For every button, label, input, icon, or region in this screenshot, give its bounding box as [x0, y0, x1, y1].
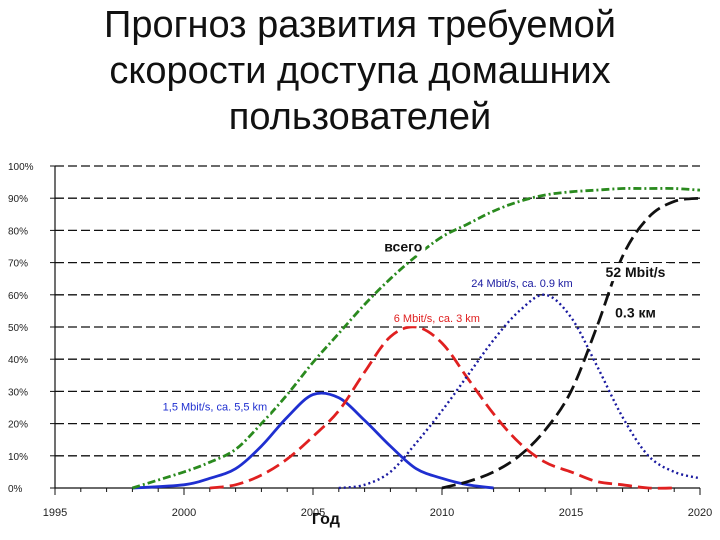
series-52-mbit: [441, 196, 701, 490]
y-tick-label: 60%: [8, 291, 28, 302]
label-1-5-mbit: 1,5 Mbit/s, ca. 5,5 km: [163, 402, 268, 414]
y-tick-label: 80%: [8, 226, 28, 237]
annotation-background: [159, 400, 271, 415]
y-tick-label: 30%: [8, 387, 28, 398]
title-line-2: скорости доступа домашних: [109, 50, 611, 92]
annotations: 1,5 Mbit/s, ca. 5,5 km 6 Mbit/s, ca. 3 km…: [159, 237, 669, 415]
label-52-mbit: 52 Mbit/s: [606, 264, 666, 280]
label-24-mbit: 24 Mbit/s, ca. 0.9 km: [471, 278, 572, 290]
series-total: [131, 187, 701, 490]
annotation-background: [468, 276, 576, 291]
title-line-3: пользователей: [228, 96, 492, 138]
title-line-1: Прогноз развития требуемой: [104, 4, 616, 46]
x-tick-label: 2010: [430, 507, 454, 519]
x-axis-label: Год: [312, 511, 340, 528]
grid-lines: [55, 165, 700, 457]
y-tick-label: 40%: [8, 355, 28, 366]
label-0-3-km: 0.3 км: [615, 304, 656, 320]
series-24-mbit: [338, 293, 701, 490]
x-tick-label: 2015: [559, 507, 583, 519]
label-6-mbit: 6 Mbit/s, ca. 3 km: [394, 313, 480, 325]
y-tick-label: 90%: [8, 194, 28, 205]
label-total: всего: [384, 238, 422, 254]
annotation-background: [381, 237, 426, 256]
series-lines: [131, 187, 701, 490]
y-tick-label: 0%: [8, 484, 23, 495]
x-tick-label: 2005: [301, 507, 325, 519]
annotation-background: [612, 303, 659, 322]
series-6-mbit: [209, 325, 675, 490]
y-tick-label: 20%: [8, 420, 28, 431]
chart-title: Прогноз развития требуемой скорости дост…: [40, 2, 680, 140]
x-tick-label: 2000: [172, 507, 196, 519]
axes: 0% 10% 20% 30% 40% 50% 60% 70% 80% 90% 100% 1995 200…: [8, 162, 712, 528]
series-1-5-mbit: [132, 391, 494, 490]
y-tick-label: 50%: [8, 323, 28, 334]
y-tick-label: 10%: [8, 452, 28, 463]
x-tick-label: 1995: [43, 507, 67, 519]
x-tick-label: 2020: [688, 507, 712, 519]
annotation-background: [390, 312, 483, 327]
y-tick-label: 100%: [8, 162, 34, 173]
annotation-background: [602, 263, 669, 282]
y-tick-label: 70%: [8, 259, 28, 270]
